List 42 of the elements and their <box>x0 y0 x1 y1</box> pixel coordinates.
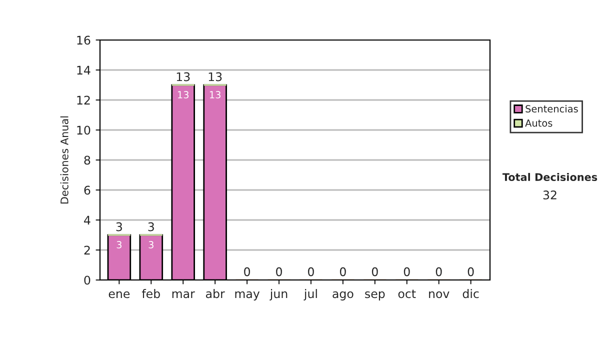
x-tick-label: ene <box>108 291 130 298</box>
y-axis-title: Decisiones Anual <box>60 116 68 204</box>
x-tick-label: sep <box>365 291 385 300</box>
x-tick-label: abr <box>206 289 225 298</box>
y-tick-label: 2 <box>84 246 90 254</box>
text: 32 <box>543 190 556 200</box>
total-label: 13 <box>208 72 222 82</box>
total-label: 3 <box>116 222 122 232</box>
data-label: 3 <box>148 241 154 248</box>
total-label: 0 <box>244 267 250 276</box>
total-label: 0 <box>436 267 442 276</box>
legend-label: Autos <box>525 120 552 127</box>
total-label: 0 <box>276 267 282 276</box>
total-label: 0 <box>372 267 378 276</box>
total-label: 0 <box>308 267 314 276</box>
text: Total Decisiones <box>502 172 598 182</box>
legend-label: Sentencias <box>526 104 578 112</box>
x-tick-label: dic <box>462 289 479 298</box>
total-label: 13 <box>176 72 190 82</box>
x-tick-label: oct <box>398 290 416 298</box>
x-tick-label: jun <box>270 289 288 300</box>
x-tick-label: may <box>235 291 260 300</box>
total-label: 0 <box>404 267 410 276</box>
x-tick-label: feb <box>142 289 160 298</box>
y-tick-label: 8 <box>84 156 90 165</box>
y-tick-label: 16 <box>77 36 90 45</box>
x-tick-label: jul <box>304 289 317 300</box>
total-label: 3 <box>148 222 154 232</box>
total-label: 0 <box>468 267 474 276</box>
y-tick-label: 10 <box>77 126 90 135</box>
data-label: 13 <box>210 91 220 98</box>
y-tick-label: 4 <box>84 216 90 224</box>
y-tick-label: 12 <box>77 96 90 104</box>
x-tick-label: nov <box>429 291 450 298</box>
total-label: 0 <box>340 267 346 276</box>
y-tick-label: 6 <box>84 186 90 195</box>
data-label: 13 <box>178 91 189 98</box>
data-label: 3 <box>116 241 122 248</box>
x-tick-label: ago <box>332 291 354 300</box>
x-tick-label: mar <box>172 291 195 298</box>
y-tick-label: 0 <box>84 276 90 285</box>
y-tick-label: 14 <box>77 66 90 74</box>
